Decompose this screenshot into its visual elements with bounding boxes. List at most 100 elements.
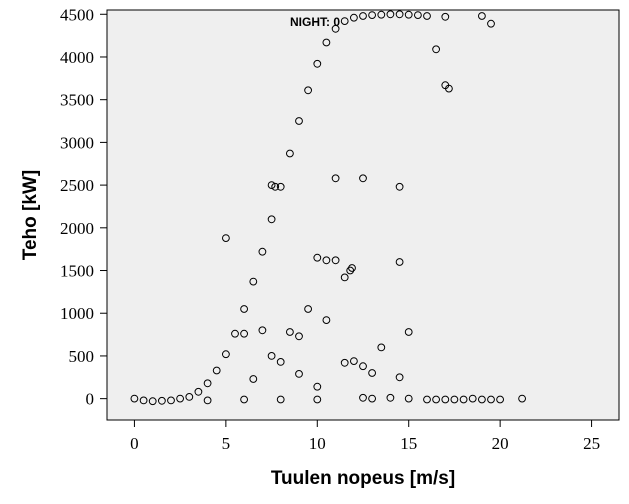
data-point xyxy=(359,12,367,20)
data-point xyxy=(441,395,450,404)
data-point xyxy=(258,247,267,256)
data-point xyxy=(203,396,212,405)
data-point xyxy=(139,396,148,405)
x-tick-label: 0 xyxy=(130,434,139,453)
data-point xyxy=(386,393,395,402)
data-point xyxy=(348,264,356,272)
x-tick-label: 15 xyxy=(400,434,417,453)
data-point xyxy=(395,373,404,382)
data-point xyxy=(313,59,322,68)
data-point xyxy=(350,13,358,22)
data-point xyxy=(240,395,249,404)
data-point xyxy=(212,366,221,375)
data-point xyxy=(445,84,453,93)
x-tick-label: 20 xyxy=(492,434,509,453)
data-point xyxy=(368,369,377,377)
data-point xyxy=(185,393,194,401)
y-tick-label: 0 xyxy=(86,390,95,409)
data-point xyxy=(377,10,386,19)
data-point xyxy=(487,19,495,28)
data-point xyxy=(304,86,313,95)
data-point xyxy=(377,343,386,352)
x-tick-label: 5 xyxy=(222,434,231,453)
data-point xyxy=(423,12,431,20)
data-point xyxy=(130,394,139,403)
data-point xyxy=(148,397,157,406)
data-point xyxy=(395,10,404,19)
data-point xyxy=(167,396,175,405)
data-point xyxy=(346,266,355,275)
data-point xyxy=(478,12,486,20)
data-point xyxy=(331,256,340,265)
data-point xyxy=(368,11,377,20)
plot-area xyxy=(106,9,620,421)
data-point xyxy=(432,45,441,54)
x-tick-label: 25 xyxy=(583,434,600,453)
y-tick-label: 3000 xyxy=(60,133,94,152)
data-point xyxy=(478,395,486,404)
data-point xyxy=(194,387,203,396)
data-point xyxy=(496,395,505,404)
data-point xyxy=(459,395,468,404)
data-point xyxy=(313,253,322,262)
data-point xyxy=(313,382,322,391)
data-point xyxy=(249,277,258,286)
data-point xyxy=(276,395,285,404)
data-point xyxy=(414,11,422,20)
data-point xyxy=(404,394,413,403)
x-tick-label: 10 xyxy=(309,434,326,453)
y-axis-title: Teho [kW] xyxy=(20,170,41,260)
data-point xyxy=(340,273,349,282)
data-point xyxy=(331,24,340,33)
data-point xyxy=(359,362,367,371)
data-point xyxy=(395,182,404,191)
data-point xyxy=(468,394,477,403)
data-point xyxy=(441,12,450,21)
y-tick-label: 4500 xyxy=(60,5,94,24)
y-tick-label: 3500 xyxy=(60,91,94,110)
y-tick-label: 2500 xyxy=(60,176,94,195)
y-tick-label: 500 xyxy=(69,347,95,366)
data-point xyxy=(340,17,349,26)
data-point xyxy=(276,182,285,191)
data-point xyxy=(158,396,166,405)
y-tick-label: 4000 xyxy=(60,48,94,67)
data-point xyxy=(395,258,404,266)
axes: 0 5 10 15 20 25 0 500 1000 1500 2000 2500 3000 3500 40… xyxy=(60,5,600,453)
data-point xyxy=(359,174,367,183)
data-point xyxy=(222,234,230,243)
data-point xyxy=(222,350,230,359)
data-point xyxy=(176,394,185,403)
data-point xyxy=(340,358,349,367)
data-point xyxy=(203,379,212,388)
data-point xyxy=(313,395,322,404)
data-point xyxy=(359,393,367,402)
data-point xyxy=(231,329,239,338)
data-point xyxy=(295,332,303,341)
data-point xyxy=(322,256,331,265)
data-point xyxy=(249,375,258,383)
data-point xyxy=(331,174,340,183)
data-point xyxy=(450,395,459,404)
data-point xyxy=(267,215,276,224)
data-point xyxy=(304,305,313,313)
y-tick-label: 1000 xyxy=(60,304,94,323)
data-point xyxy=(423,395,431,404)
data-point xyxy=(368,394,377,403)
data-point xyxy=(322,316,331,325)
data-point xyxy=(286,328,294,336)
data-point xyxy=(276,358,285,366)
y-tick-label: 1500 xyxy=(60,262,94,281)
x-axis-title: Tuulen nopeus [m/s] xyxy=(271,468,455,489)
data-point xyxy=(404,10,413,19)
data-point xyxy=(267,352,276,360)
y-tick-label: 2000 xyxy=(60,219,94,238)
chart-annotation: NIGHT: 0 xyxy=(290,15,340,29)
data-point xyxy=(386,10,395,19)
data-point xyxy=(286,149,294,158)
data-point xyxy=(487,395,495,404)
data-point xyxy=(322,38,331,47)
data-point xyxy=(518,394,526,403)
data-points xyxy=(130,10,526,406)
